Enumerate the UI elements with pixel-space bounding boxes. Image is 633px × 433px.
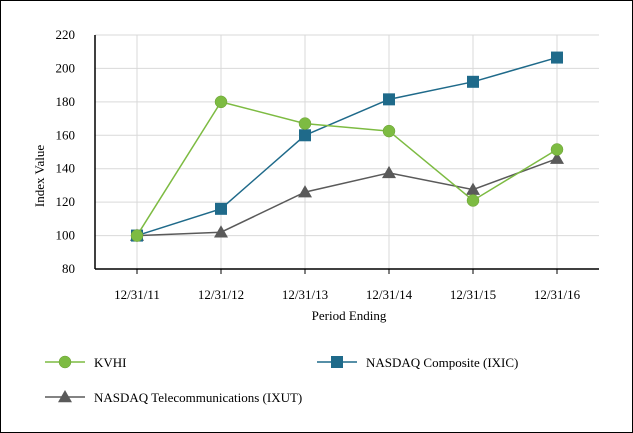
y-tick-label: 220 — [56, 27, 76, 42]
data-point — [383, 93, 395, 106]
legend-label: NASDAQ Composite (IXIC) — [366, 355, 518, 370]
legend-item: NASDAQ Composite (IXIC) — [317, 355, 518, 370]
data-point — [214, 95, 228, 109]
data-point — [550, 151, 564, 164]
data-point — [466, 182, 480, 195]
series-line — [136, 157, 558, 237]
data-point — [550, 143, 564, 156]
x-tick-label: 12/31/15 — [450, 287, 496, 302]
legend-item: NASDAQ Telecommunications (IXUT) — [45, 390, 302, 405]
x-tick-label: 12/31/13 — [282, 287, 328, 302]
x-axis-label: Period Ending — [312, 308, 387, 323]
legend-marker — [58, 390, 72, 403]
y-tick-label: 100 — [56, 228, 76, 243]
y-tick-label: 120 — [56, 194, 76, 209]
data-point — [130, 229, 144, 242]
series-group — [130, 51, 564, 242]
legend-label: KVHI — [94, 355, 127, 370]
legend-item: KVHI — [45, 355, 127, 370]
x-tick-label: 12/31/12 — [198, 287, 244, 302]
data-point — [467, 75, 479, 88]
legend-label: NASDAQ Telecommunications (IXUT) — [94, 390, 302, 405]
x-tick-label: 12/31/11 — [114, 287, 160, 302]
data-point — [551, 51, 563, 64]
series-nasdaq-telecommunications-ixut — [130, 151, 564, 241]
legend-marker — [331, 356, 343, 368]
data-point — [214, 225, 228, 238]
data-point — [382, 165, 396, 179]
legend-marker — [58, 355, 72, 369]
data-point — [382, 124, 396, 138]
series-line — [136, 56, 558, 237]
x-tick-label: 12/31/16 — [534, 287, 581, 302]
series-kvhi — [130, 95, 564, 242]
data-point — [298, 117, 312, 130]
x-tick-label: 12/31/14 — [366, 287, 413, 302]
data-point — [215, 202, 227, 215]
data-point — [299, 129, 311, 142]
y-tick-label: 160 — [56, 127, 76, 142]
y-tick-label: 140 — [56, 161, 76, 176]
y-tick-label: 80 — [62, 261, 75, 276]
series-line — [136, 100, 558, 236]
axes — [94, 35, 599, 274]
data-point — [466, 194, 480, 207]
y-tick-label: 180 — [56, 94, 76, 109]
y-axis-label: Index Value — [32, 145, 47, 207]
series-nasdaq-composite-ixic — [131, 51, 563, 242]
data-point — [298, 185, 312, 198]
tick-labels: 80 100 120 140 160 180 200 220 12/31/11 12/31/12 1… — [56, 27, 581, 302]
y-tick-label: 200 — [56, 60, 76, 75]
legend: KVHI NASDAQ Composite (IXIC) NASDAQ Teleco… — [45, 355, 518, 405]
